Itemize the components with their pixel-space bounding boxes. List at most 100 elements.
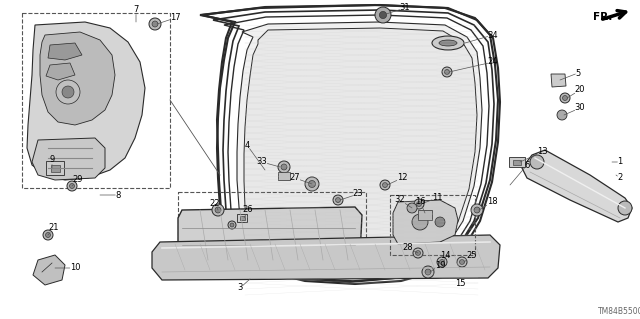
Bar — [178, 192, 366, 267]
Polygon shape — [32, 138, 105, 180]
Text: 24: 24 — [449, 57, 499, 72]
Text: 22: 22 — [210, 198, 220, 210]
Circle shape — [375, 7, 391, 23]
Text: 20: 20 — [567, 85, 585, 98]
Polygon shape — [48, 43, 82, 60]
Circle shape — [560, 93, 570, 103]
Circle shape — [149, 18, 161, 30]
Circle shape — [425, 269, 431, 275]
Text: 3: 3 — [237, 279, 250, 293]
Polygon shape — [244, 28, 477, 270]
Polygon shape — [551, 74, 566, 87]
Circle shape — [380, 180, 390, 190]
Bar — [237, 214, 247, 222]
Text: 29: 29 — [72, 175, 83, 186]
Bar — [240, 216, 245, 220]
Circle shape — [415, 250, 420, 256]
Circle shape — [618, 201, 632, 215]
Text: 28: 28 — [403, 243, 418, 253]
Text: 21: 21 — [48, 224, 60, 235]
Circle shape — [440, 259, 445, 264]
Polygon shape — [178, 207, 362, 262]
Polygon shape — [522, 150, 632, 222]
Bar — [46, 161, 64, 175]
Circle shape — [442, 67, 452, 77]
Text: 5: 5 — [560, 69, 580, 80]
Bar — [513, 160, 521, 165]
Polygon shape — [40, 32, 115, 125]
Text: 15: 15 — [455, 278, 465, 287]
Text: 9: 9 — [49, 155, 54, 168]
Text: 33: 33 — [257, 158, 280, 167]
Text: 18: 18 — [479, 197, 497, 210]
Text: 14: 14 — [440, 250, 451, 262]
Text: 6: 6 — [510, 160, 530, 185]
Circle shape — [413, 248, 423, 258]
Text: TM84B5500A: TM84B5500A — [598, 308, 640, 316]
Circle shape — [407, 203, 417, 213]
Text: 31: 31 — [383, 4, 410, 15]
Circle shape — [414, 199, 424, 209]
Circle shape — [43, 230, 53, 240]
Text: 26: 26 — [243, 205, 253, 218]
Polygon shape — [33, 255, 65, 285]
Circle shape — [435, 217, 445, 227]
Bar — [509, 157, 525, 167]
Circle shape — [62, 86, 74, 98]
Text: 12: 12 — [387, 174, 407, 185]
Circle shape — [56, 80, 80, 104]
Circle shape — [67, 181, 77, 191]
Circle shape — [380, 11, 387, 19]
Polygon shape — [46, 63, 75, 80]
Bar — [418, 210, 432, 220]
Polygon shape — [237, 22, 482, 273]
Bar — [278, 172, 290, 180]
Circle shape — [152, 21, 158, 27]
Circle shape — [335, 197, 340, 203]
Text: 8: 8 — [100, 190, 121, 199]
Circle shape — [333, 195, 343, 205]
Circle shape — [530, 155, 544, 169]
Circle shape — [281, 164, 287, 170]
Circle shape — [228, 221, 236, 229]
Text: 19: 19 — [430, 261, 445, 272]
Ellipse shape — [432, 36, 464, 50]
Text: 25: 25 — [464, 251, 477, 262]
Text: 7: 7 — [133, 5, 139, 22]
Circle shape — [383, 182, 387, 188]
Circle shape — [305, 177, 319, 191]
Circle shape — [457, 257, 467, 267]
Text: 13: 13 — [520, 147, 547, 162]
Circle shape — [563, 95, 568, 100]
Circle shape — [422, 266, 434, 278]
Circle shape — [437, 257, 447, 267]
Text: 4: 4 — [244, 140, 265, 170]
Circle shape — [474, 207, 480, 213]
Circle shape — [557, 110, 567, 120]
Circle shape — [278, 161, 290, 173]
Text: 17: 17 — [157, 13, 180, 24]
Ellipse shape — [439, 40, 457, 46]
Polygon shape — [393, 200, 458, 244]
Circle shape — [212, 204, 224, 216]
Circle shape — [471, 204, 483, 216]
Text: 32: 32 — [395, 196, 412, 208]
Text: 23: 23 — [340, 189, 364, 200]
Polygon shape — [152, 235, 500, 280]
Circle shape — [308, 181, 316, 188]
Circle shape — [445, 70, 449, 75]
Circle shape — [412, 214, 428, 230]
Circle shape — [417, 202, 422, 206]
Circle shape — [45, 233, 51, 238]
Text: 30: 30 — [564, 103, 586, 115]
Text: 11: 11 — [421, 194, 442, 204]
Bar — [390, 195, 475, 255]
Circle shape — [230, 223, 234, 227]
Circle shape — [215, 207, 221, 213]
Polygon shape — [27, 22, 145, 180]
Text: 27: 27 — [290, 174, 312, 184]
Text: 16: 16 — [415, 197, 426, 213]
Text: 2: 2 — [616, 174, 623, 182]
Text: 1: 1 — [612, 158, 623, 167]
Text: 10: 10 — [55, 263, 80, 272]
